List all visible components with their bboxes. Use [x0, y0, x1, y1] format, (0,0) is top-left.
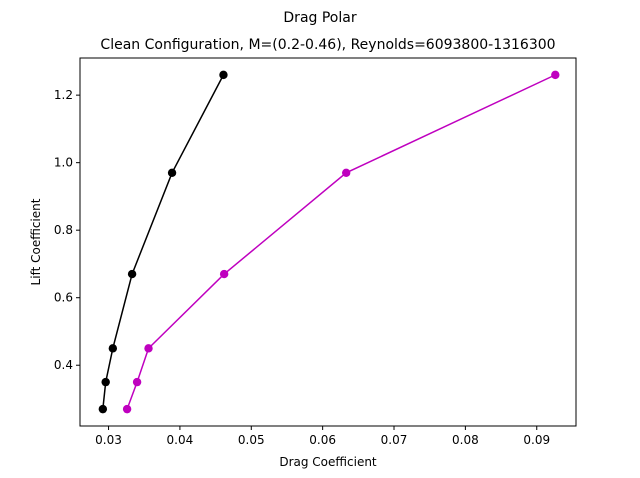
series-2-point — [341, 168, 351, 177]
series-2-point — [144, 344, 153, 353]
x-axis-ticks: 0.03 0.04 0.05 0.06 0.07 0.08 0.09 — [95, 426, 550, 447]
x-tick-label: 0.05 — [238, 433, 265, 447]
plot-area: 0.03 0.04 0.05 0.06 0.07 0.08 0.09 0.4 0.6 0.8 1.… — [54, 57, 577, 447]
series-1-point — [167, 168, 177, 177]
x-tick-label: 0.08 — [452, 433, 479, 447]
series-2-point — [551, 70, 560, 80]
series-1-line — [102, 74, 225, 410]
series-1-point — [98, 404, 108, 414]
series-2-point — [219, 269, 229, 279]
y-tick-label: 1.2 — [54, 88, 73, 102]
y-tick-label: 1.0 — [54, 156, 73, 170]
y-tick-label: 0.8 — [54, 223, 73, 237]
x-tick-label: 0.04 — [167, 433, 194, 447]
chart-title: Clean Configuration, M=(0.2-0.46), Reyno… — [100, 37, 555, 53]
x-tick-label: 0.07 — [381, 433, 408, 447]
x-tick-label: 0.06 — [309, 433, 336, 447]
y-tick-label: 0.4 — [54, 358, 73, 372]
y-tick-label: 0.6 — [54, 291, 73, 305]
series-2-point — [132, 377, 142, 387]
series-1-point — [219, 70, 228, 80]
y-axis-ticks: 0.4 0.6 0.8 1.0 1.2 — [54, 88, 80, 372]
chart-suptitle: Drag Polar — [283, 10, 356, 26]
x-axis-label: Drag Coefficient — [279, 455, 377, 469]
x-tick-label: 0.03 — [95, 433, 122, 447]
series-layer — [98, 70, 560, 414]
x-tick-label: 0.09 — [523, 433, 550, 447]
series-1-point — [127, 269, 137, 279]
series-1-point — [101, 377, 110, 387]
series-2-point — [122, 404, 132, 414]
series-2-line — [126, 74, 556, 410]
axes-frame — [79, 57, 577, 427]
series-1-point — [108, 344, 118, 353]
y-axis-label: Lift Coefficient — [29, 198, 43, 285]
